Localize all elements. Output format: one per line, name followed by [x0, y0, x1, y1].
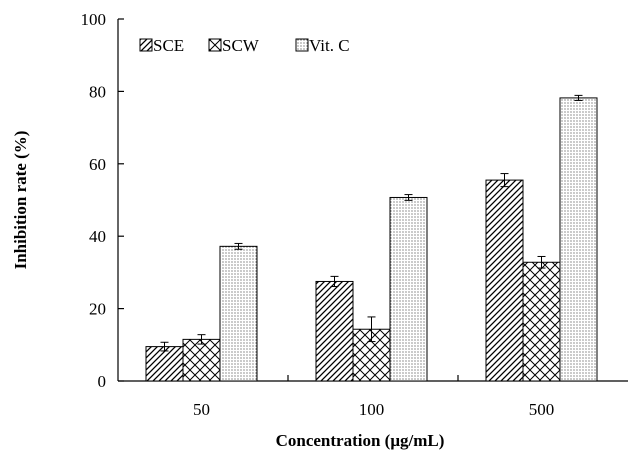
- y-tick-label: 0: [98, 372, 107, 391]
- y-tick-label: 100: [81, 10, 107, 29]
- bar-vit-c-500: [559, 97, 598, 382]
- error-bar: [234, 242, 243, 250]
- y-tick-label: 80: [89, 82, 106, 101]
- y-tick-label: 60: [89, 155, 106, 174]
- legend-swatch: [139, 38, 153, 52]
- legend-item: SCE: [139, 36, 184, 55]
- legend-label: SCE: [153, 36, 184, 55]
- error-bar: [574, 94, 583, 101]
- x-tick-label: 500: [529, 400, 555, 419]
- y-tick-label: 20: [89, 300, 106, 319]
- legend-item: SCW: [208, 36, 260, 55]
- bar-scw-50: [182, 338, 221, 382]
- x-tick-label: 50: [193, 400, 210, 419]
- error-bar: [500, 173, 509, 188]
- y-tick-label: 40: [89, 227, 106, 246]
- legend: SCE SCW Vit. C: [139, 36, 350, 55]
- error-bar: [160, 341, 169, 352]
- bar-vit-c-50: [219, 245, 258, 382]
- legend-label: Vit. C: [309, 36, 350, 55]
- error-bar: [404, 194, 413, 201]
- bar-scw-500: [522, 261, 561, 382]
- error-bar: [537, 255, 546, 269]
- legend-label: SCW: [222, 36, 260, 55]
- legend-swatch: [295, 38, 309, 52]
- bar-vit-c-100: [389, 196, 428, 382]
- error-bar: [197, 334, 206, 345]
- x-tick-label: 100: [359, 400, 385, 419]
- legend-item: Vit. C: [295, 36, 350, 55]
- plot-area: 0 20 40 60 80 100 50 100 500: [81, 10, 628, 419]
- error-bar: [367, 316, 376, 343]
- error-bar: [330, 275, 339, 288]
- legend-swatch: [208, 38, 222, 52]
- bar-sce-500: [485, 179, 524, 382]
- x-axis-title: Concentration (μg/mL): [276, 431, 445, 450]
- bar-sce-50: [145, 346, 184, 382]
- y-axis-title: Inhibition rate (%): [11, 131, 30, 270]
- bar-sce-100: [315, 280, 354, 382]
